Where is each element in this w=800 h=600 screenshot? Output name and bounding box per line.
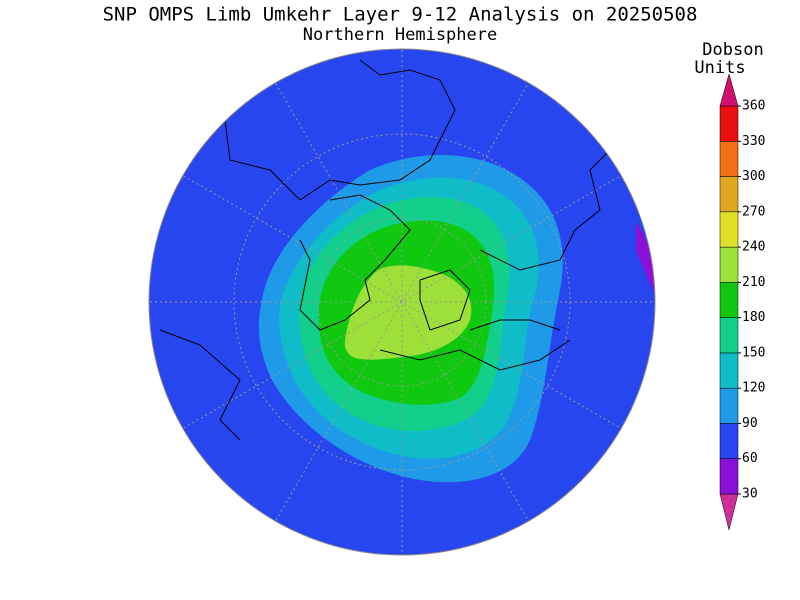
colorbar-tick-label: 30: [742, 487, 758, 502]
colorbar-segment: [719, 141, 739, 177]
colorbar-segment: [719, 211, 739, 248]
colorbar-tick-label: 210: [742, 275, 765, 290]
ozone-region: [344, 265, 472, 360]
map-border: [148, 48, 656, 556]
colorbar-segment: [719, 423, 739, 459]
colorbar-tick-label: 300: [742, 169, 765, 184]
map: [149, 49, 655, 555]
colorbar-tick-label: 60: [742, 451, 758, 466]
coastlines: [159, 59, 611, 441]
colorbar-label: Units: [694, 58, 745, 78]
colorbar-tick-label: 270: [742, 204, 765, 219]
colorbar-segment: [719, 176, 739, 213]
title: SNP OMPS Limb Umkehr Layer 9-12 Analysis…: [103, 4, 698, 26]
colorbar-tick-label: 90: [742, 416, 758, 431]
colorbar-tick-label: 150: [742, 345, 765, 360]
colorbar-extension: [719, 493, 739, 531]
colorbar-segment: [719, 105, 739, 142]
colorbar-extension: [719, 73, 739, 107]
colorbar: Dobson Units 30 60 90 120 150 180 210 240 270 300…: [694, 40, 765, 531]
graticule: [149, 49, 655, 555]
colorbar-tick-label: 120: [742, 381, 765, 396]
colorbar-segment: [719, 282, 739, 318]
colorbar-segment: [719, 352, 739, 389]
colorbar-label: Dobson: [702, 40, 763, 60]
colorbar-tick-label: 360: [742, 99, 765, 114]
colorbar-segment: [719, 458, 739, 495]
colorbar-segment: [719, 387, 739, 424]
colorbar-segment: [719, 317, 739, 354]
colorbar-tick-label: 330: [742, 134, 765, 149]
colorbar-tick-label: 180: [742, 310, 765, 325]
subtitle: Northern Hemisphere: [303, 25, 497, 45]
colorbar-tick-label: 240: [742, 240, 765, 255]
colorbar-segment: [719, 246, 739, 283]
